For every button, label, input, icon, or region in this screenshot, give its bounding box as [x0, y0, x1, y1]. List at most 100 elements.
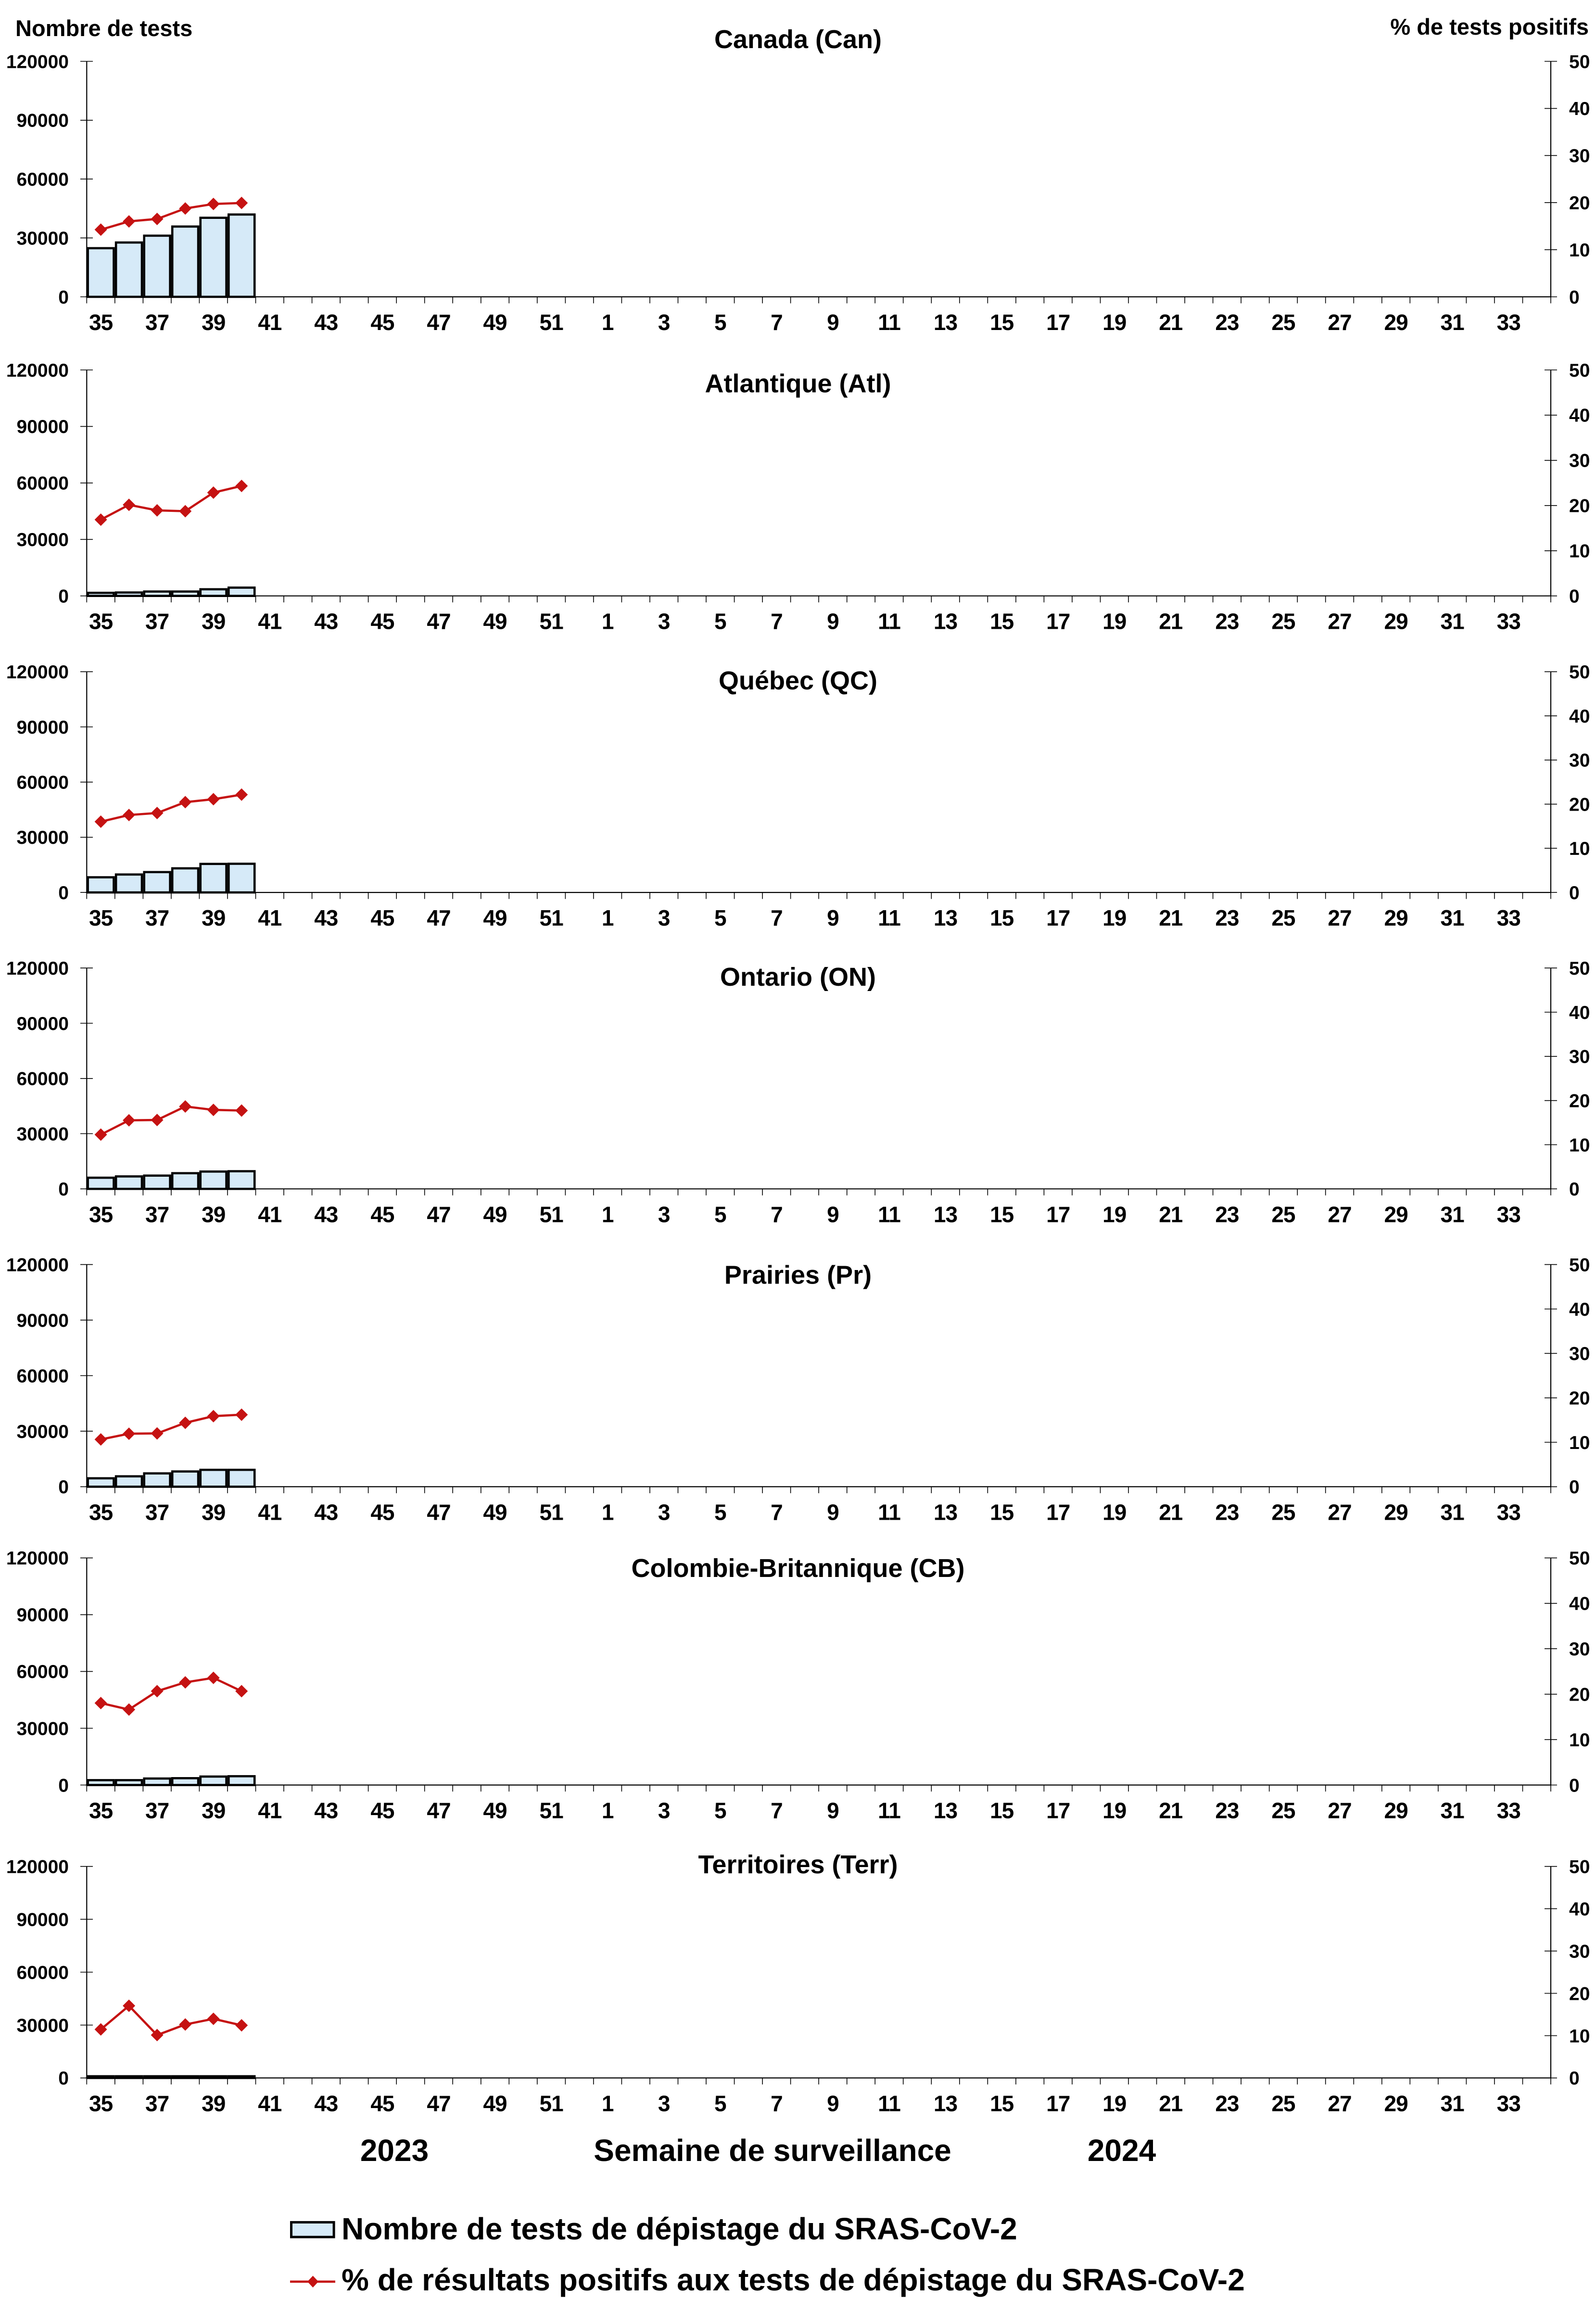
svg-text:17: 17	[1046, 1500, 1070, 1525]
svg-text:13: 13	[934, 1202, 957, 1227]
svg-text:31: 31	[1441, 1202, 1465, 1227]
svg-text:20: 20	[1569, 1388, 1590, 1409]
svg-text:29: 29	[1384, 905, 1408, 930]
svg-text:25: 25	[1271, 1202, 1295, 1227]
svg-text:41: 41	[258, 1798, 282, 1823]
svg-text:30000: 30000	[17, 530, 69, 550]
svg-text:15: 15	[990, 609, 1014, 634]
svg-text:13: 13	[934, 905, 957, 930]
svg-text:90000: 90000	[17, 111, 69, 131]
svg-text:9: 9	[827, 310, 839, 335]
svg-text:43: 43	[314, 2091, 338, 2116]
svg-text:21: 21	[1159, 905, 1183, 930]
svg-text:60000: 60000	[17, 1962, 69, 1983]
svg-text:120000: 120000	[6, 1548, 69, 1569]
svg-text:3: 3	[658, 609, 670, 634]
svg-text:11: 11	[878, 609, 900, 634]
svg-text:49: 49	[483, 905, 507, 930]
svg-text:90000: 90000	[17, 1310, 69, 1331]
svg-text:19: 19	[1102, 1500, 1126, 1525]
svg-text:47: 47	[427, 905, 450, 930]
svg-text:50: 50	[1569, 1255, 1590, 1275]
svg-text:10: 10	[1569, 541, 1590, 562]
svg-text:10: 10	[1569, 240, 1590, 261]
svg-text:Nombre de tests de dépistage d: Nombre de tests de dépistage du SRAS-CoV…	[342, 2211, 1017, 2246]
svg-text:45: 45	[370, 1500, 394, 1525]
svg-text:60000: 60000	[17, 1069, 69, 1090]
svg-text:21: 21	[1159, 310, 1183, 335]
svg-text:50: 50	[1569, 1857, 1590, 1878]
svg-text:35: 35	[89, 2091, 113, 2116]
svg-text:90000: 90000	[17, 1014, 69, 1034]
svg-text:60000: 60000	[17, 1366, 69, 1386]
svg-text:5: 5	[714, 609, 726, 634]
svg-text:19: 19	[1102, 1202, 1126, 1227]
svg-text:30: 30	[1569, 451, 1590, 471]
svg-text:0: 0	[58, 1179, 69, 1200]
svg-text:7: 7	[771, 1500, 783, 1525]
svg-text:31: 31	[1441, 1500, 1465, 1525]
svg-text:40: 40	[1569, 99, 1590, 119]
svg-text:29: 29	[1384, 310, 1408, 335]
svg-text:21: 21	[1159, 1500, 1183, 1525]
svg-text:41: 41	[258, 1500, 282, 1525]
svg-text:15: 15	[990, 905, 1014, 930]
svg-text:13: 13	[934, 1798, 957, 1823]
svg-text:33: 33	[1497, 1500, 1520, 1525]
svg-text:120000: 120000	[6, 662, 69, 683]
svg-text:20: 20	[1569, 1091, 1590, 1112]
svg-text:0: 0	[1569, 1477, 1580, 1498]
svg-text:5: 5	[714, 2091, 726, 2116]
svg-text:39: 39	[202, 2091, 225, 2116]
svg-text:51: 51	[540, 1798, 564, 1823]
svg-text:37: 37	[145, 1202, 169, 1227]
svg-text:15: 15	[990, 2091, 1014, 2116]
svg-text:35: 35	[89, 310, 113, 335]
svg-text:37: 37	[145, 609, 169, 634]
svg-text:Colombie-Britannique (CB): Colombie-Britannique (CB)	[632, 1554, 965, 1583]
svg-text:41: 41	[258, 609, 282, 634]
svg-text:49: 49	[483, 2091, 507, 2116]
svg-text:33: 33	[1497, 1202, 1520, 1227]
svg-text:5: 5	[714, 905, 726, 930]
svg-text:49: 49	[483, 1500, 507, 1525]
svg-text:29: 29	[1384, 1500, 1408, 1525]
svg-text:0: 0	[58, 586, 69, 607]
svg-text:49: 49	[483, 609, 507, 634]
svg-text:21: 21	[1159, 2091, 1183, 2116]
svg-text:23: 23	[1215, 905, 1239, 930]
svg-text:51: 51	[540, 1202, 564, 1227]
svg-text:% de résultats positifs aux te: % de résultats positifs aux tests de dép…	[342, 2262, 1245, 2297]
svg-text:30000: 30000	[17, 2015, 69, 2036]
svg-text:21: 21	[1159, 1798, 1183, 1823]
svg-text:50: 50	[1569, 1548, 1590, 1569]
svg-text:11: 11	[878, 1500, 900, 1525]
svg-text:39: 39	[202, 609, 225, 634]
svg-text:35: 35	[89, 609, 113, 634]
svg-text:13: 13	[934, 609, 957, 634]
svg-text:11: 11	[878, 310, 900, 335]
svg-text:51: 51	[540, 905, 564, 930]
svg-text:3: 3	[658, 1202, 670, 1227]
svg-text:29: 29	[1384, 1202, 1408, 1227]
svg-text:17: 17	[1046, 609, 1070, 634]
svg-text:19: 19	[1102, 1798, 1126, 1823]
svg-text:30000: 30000	[17, 1422, 69, 1442]
svg-text:47: 47	[427, 1202, 450, 1227]
svg-text:Semaine de surveillance: Semaine de surveillance	[594, 2133, 951, 2168]
svg-text:35: 35	[89, 1202, 113, 1227]
svg-text:31: 31	[1441, 310, 1465, 335]
svg-text:Ontario (ON): Ontario (ON)	[720, 963, 876, 991]
svg-text:50: 50	[1569, 662, 1590, 683]
svg-text:25: 25	[1271, 905, 1295, 930]
svg-text:20: 20	[1569, 193, 1590, 214]
svg-text:43: 43	[314, 905, 338, 930]
svg-text:3: 3	[658, 310, 670, 335]
svg-text:45: 45	[370, 1798, 394, 1823]
svg-text:21: 21	[1159, 1202, 1183, 1227]
svg-text:30000: 30000	[17, 228, 69, 249]
svg-text:20: 20	[1569, 1685, 1590, 1705]
svg-text:31: 31	[1441, 609, 1465, 634]
svg-text:27: 27	[1328, 1798, 1351, 1823]
svg-text:120000: 120000	[6, 360, 69, 381]
